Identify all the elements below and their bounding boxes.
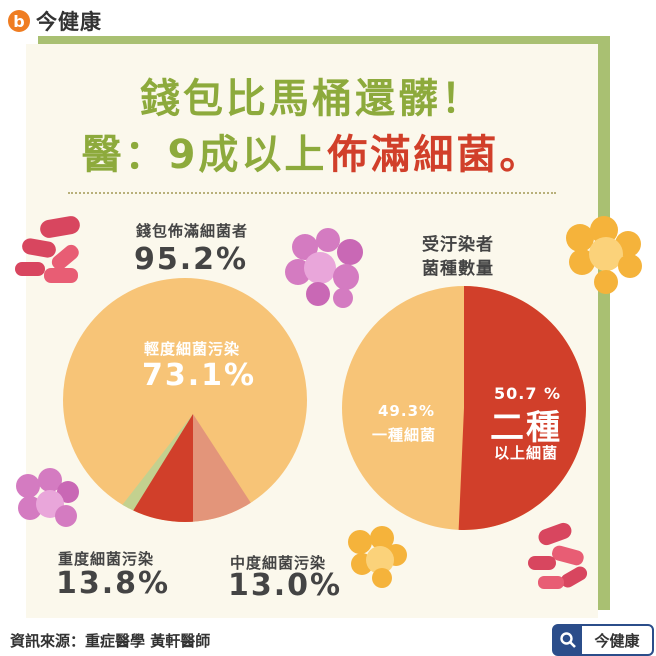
medium-label: 中度細菌污染 [230,554,327,572]
bacteria-purple-icon [285,228,363,308]
right-header-line1: 受汙染者 [422,235,494,255]
brand-logo-icon: b [8,10,30,32]
medium-value: 13.0% [228,568,343,603]
left-pie-chart [63,278,307,522]
light-value: 73.1% [142,358,257,393]
heavy-label: 重度細菌污染 [58,550,155,568]
pie-slice-heavy [115,414,193,522]
heavy-value: 13.8% [56,566,171,601]
two-label: 以上細菌 [494,444,559,462]
left-header-value: 95.2% [134,242,249,277]
title-line-1: 錢包比馬桶還髒！ [140,76,484,122]
search-label: 今健康 [594,631,640,650]
right-header-line2: 菌種數量 [422,259,494,279]
bacteria-orange-small-icon [348,526,407,588]
bacteria-orange-icon [566,216,642,294]
two-value: 50.7 % [494,384,562,403]
search-icon [554,626,582,654]
right-pie-chart [342,286,586,530]
brand-logo[interactable]: b 今健康 [8,6,102,36]
pie-slice-light [63,278,307,522]
title-line-2-highlight: 佈滿細菌。 [327,132,543,178]
title-line-2-prefix: 醫：9成以上 [81,132,328,178]
bacteria-red-small-icon [528,522,588,589]
brand-name: 今健康 [36,10,102,34]
search-button[interactable]: 今健康 [552,624,654,656]
source-credit: 資訊來源：重症醫學 黃軒醫師 [10,632,211,650]
light-label: 輕度細菌污染 [144,340,241,358]
one-label: 一種細菌 [372,426,437,444]
bacteria-red-icon [15,216,80,283]
title-divider [68,192,556,194]
pie-slice-two [458,286,586,530]
bacteria-purple-small-icon [16,468,79,527]
left-header-label: 錢包佈滿細菌者 [136,222,249,240]
two-big-label: 二種 [490,408,562,448]
title-line-2: 醫：9成以上佈滿細菌。 [26,122,598,180]
one-value: 49.3% [378,402,436,420]
